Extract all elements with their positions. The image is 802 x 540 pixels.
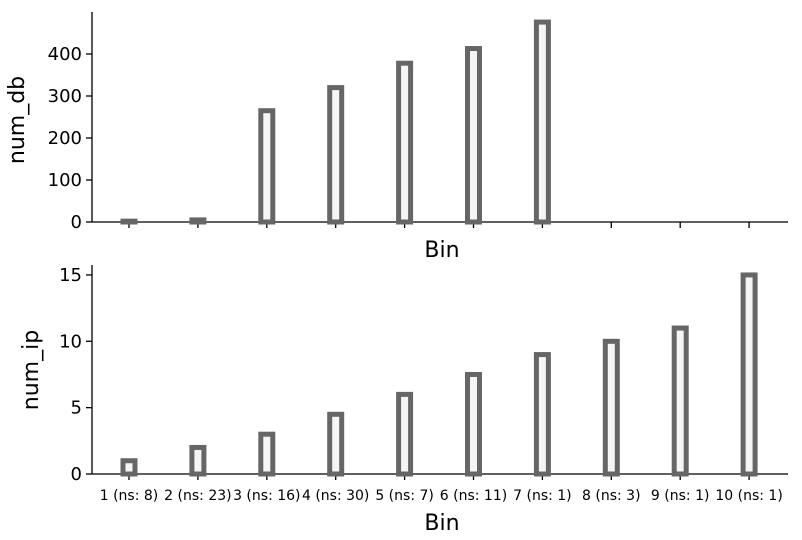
bar <box>327 411 345 477</box>
bar <box>327 85 345 225</box>
x-tick-label: 10 (ns: 1) <box>715 488 782 504</box>
bar <box>189 444 207 477</box>
y-tick-label: 400 <box>48 44 82 65</box>
bar <box>671 325 689 477</box>
y-tick-label: 300 <box>48 86 82 107</box>
bar <box>602 338 620 477</box>
y-tick-label: 15 <box>59 265 82 286</box>
x-tick-label: 3 (ns: 16) <box>233 488 300 504</box>
x-tick-label: 4 (ns: 30) <box>302 488 369 504</box>
y-axis-label: num_db <box>5 76 30 164</box>
y-tick-label: 200 <box>48 128 82 149</box>
bar <box>465 46 482 225</box>
bar <box>120 218 138 225</box>
x-tick-label: 1 (ns: 8) <box>100 488 159 504</box>
x-tick-label: 7 (ns: 1) <box>513 488 572 504</box>
y-tick-label: 5 <box>71 398 82 419</box>
x-tick-label: 9 (ns: 1) <box>651 488 710 504</box>
x-tick-label: 8 (ns: 3) <box>582 488 641 504</box>
y-tick-label: 0 <box>71 212 82 233</box>
bar <box>396 60 414 225</box>
bar <box>258 108 276 225</box>
x-axis-label: Bin <box>424 238 459 263</box>
bar <box>533 19 551 225</box>
x-tick-label: 2 (ns: 23) <box>164 488 231 504</box>
y-axis-label: num_ip <box>19 330 44 410</box>
y-tick-label: 100 <box>48 170 82 191</box>
bottom-subplot: 0 5 10 15 1 (ns: 8) 2 (ns: 23) 3 (ns: 16) 4 (ns… <box>19 265 788 536</box>
y-tick-label: 0 <box>71 464 82 485</box>
bar <box>465 371 482 477</box>
x-axis-label: Bin <box>424 511 459 536</box>
bar <box>396 391 414 477</box>
x-tick-label: 5 (ns: 7) <box>375 488 434 504</box>
top-subplot: 0 100 200 300 400 Bin num_db <box>5 12 788 263</box>
bar <box>258 431 276 477</box>
x-tick-label: 6 (ns: 11) <box>440 488 507 504</box>
bar <box>740 272 758 477</box>
bar <box>189 217 207 225</box>
bar <box>120 458 138 477</box>
y-tick-label: 10 <box>59 331 82 352</box>
bar <box>533 352 551 477</box>
